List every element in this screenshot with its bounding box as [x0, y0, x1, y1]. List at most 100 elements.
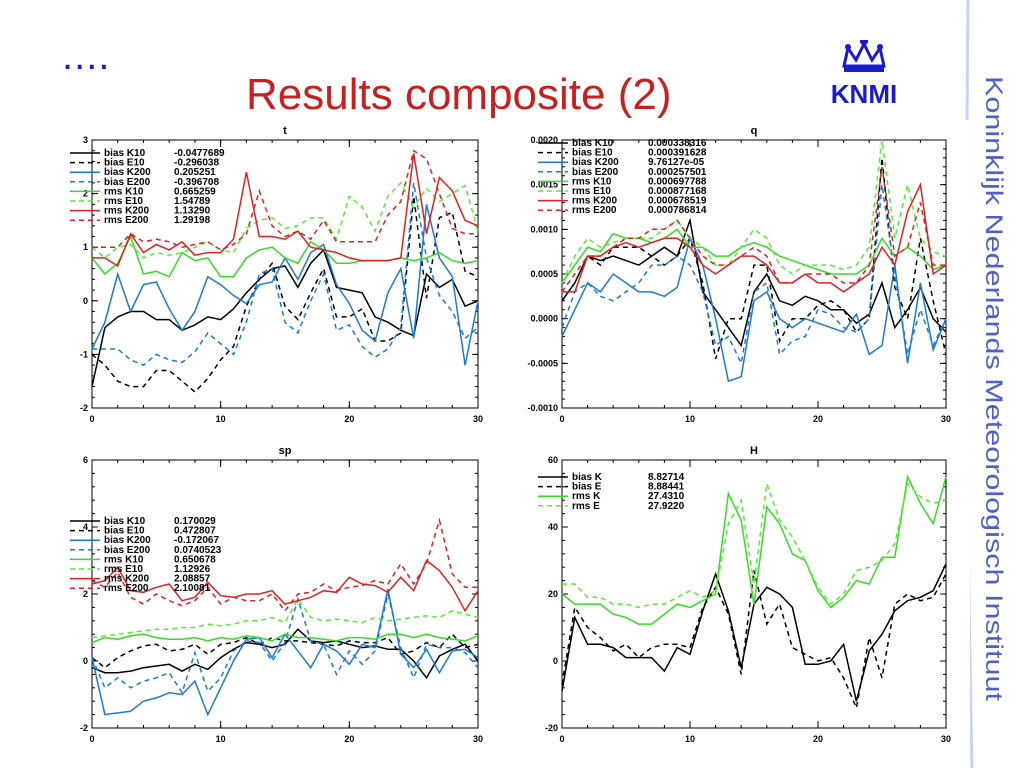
series-line — [561, 563, 947, 702]
legend-label: bias E — [572, 482, 602, 493]
chart-h: H -20 0 20 40 60 0 10 20 30 bias K 8.82714 bias E 8.8… — [512, 440, 962, 752]
legend-label: rms K200 — [104, 574, 149, 585]
legend-value: 0.665259 — [174, 186, 216, 197]
x-tick-label: 10 — [685, 734, 695, 744]
legend-value: 8.82714 — [648, 472, 685, 483]
x-tick-label: 30 — [473, 734, 483, 744]
series-line — [91, 633, 479, 669]
y-tick-label: 3 — [83, 135, 88, 145]
y-tick-label: -20 — [545, 723, 558, 733]
series-line — [561, 139, 947, 284]
legend-label: rms E200 — [104, 583, 149, 594]
sidebar-decoration — [962, 0, 974, 768]
y-tick-label: 6 — [83, 455, 88, 465]
series-line — [561, 236, 947, 383]
x-tick-label: 0 — [559, 734, 564, 744]
series-line — [562, 182, 947, 293]
y-tick-label: 1 — [83, 242, 88, 252]
legend-label: bias E200 — [572, 167, 619, 178]
x-tick-label: 0 — [89, 734, 94, 744]
series-line — [91, 234, 479, 278]
x-tick-label: 20 — [344, 734, 354, 744]
legend-label: bias E10 — [104, 158, 145, 169]
legend-value: 0.000257501 — [648, 167, 707, 178]
legend-value: 0.000678519 — [648, 196, 707, 207]
x-tick-label: 10 — [216, 414, 226, 424]
legend-label: rms E200 — [572, 205, 617, 216]
legend-label: bias K200 — [572, 157, 619, 168]
legend-value: -0.296038 — [174, 158, 219, 169]
knmi-logo: KNMI — [831, 40, 897, 106]
series-line — [91, 559, 479, 613]
legend-value: 1.13290 — [174, 206, 211, 217]
series-line — [92, 149, 478, 251]
y-tick-label: 0 — [83, 656, 88, 666]
series-line — [561, 184, 947, 366]
page-title: Results composite (2) — [246, 70, 672, 119]
series-line — [561, 474, 947, 625]
legend-label: bias E200 — [104, 545, 151, 556]
plot-frame — [561, 139, 947, 409]
plot-frame — [91, 459, 479, 729]
x-tick-label: 0 — [89, 414, 94, 424]
x-tick-label: 20 — [344, 414, 354, 424]
plot-frame — [561, 459, 947, 729]
series-line — [91, 597, 479, 639]
legend-value: 0.170029 — [174, 516, 216, 527]
series-line — [561, 217, 947, 348]
legend-value: 27.9220 — [648, 501, 685, 512]
legend-value: 0.000338316 — [648, 138, 707, 149]
legend-label: bias E200 — [104, 177, 151, 188]
logo-text: KNMI — [831, 79, 897, 106]
series-line — [91, 633, 479, 644]
legend-label: rms K10 — [104, 554, 144, 565]
legend-label: rms K10 — [104, 186, 144, 197]
series-line — [561, 570, 947, 711]
legend-label: bias E10 — [572, 148, 613, 159]
y-tick-label: 20 — [548, 589, 558, 599]
y-tick-label: 0 — [83, 296, 88, 306]
legend-value: 0.0740523 — [174, 545, 222, 556]
x-tick-label: 20 — [813, 414, 823, 424]
decorative-dots: .... — [62, 34, 111, 78]
series-line — [562, 481, 947, 609]
y-tick-label: -2 — [80, 723, 88, 733]
legend-label: rms E10 — [104, 564, 143, 575]
series-line — [91, 628, 479, 680]
chart-title: q — [751, 125, 758, 137]
legend-label: rms E10 — [572, 186, 611, 197]
series-line — [91, 517, 478, 613]
legend-label: bias K10 — [572, 138, 614, 149]
y-tick-label: 40 — [548, 522, 558, 532]
series-line — [91, 196, 479, 393]
legend-value: 0.000877168 — [648, 186, 707, 197]
y-tick-label: -1 — [80, 349, 88, 359]
series-line — [91, 181, 479, 259]
legend-value: 0.650678 — [174, 554, 216, 565]
chart-title: t — [283, 125, 287, 137]
x-tick-label: 30 — [941, 414, 951, 424]
legend-label: bias K200 — [104, 535, 151, 546]
x-tick-label: 30 — [473, 414, 483, 424]
legend-label: rms K — [572, 491, 601, 502]
x-tick-label: 30 — [941, 734, 951, 744]
y-tick-label: -0.0005 — [527, 358, 558, 368]
institute-name: Koninklijk Nederlands Meteorologisch Ins… — [980, 76, 1007, 701]
y-tick-label: 60 — [548, 455, 558, 465]
legend-label: bias E10 — [104, 526, 145, 537]
legend-value: 0.000697788 — [648, 176, 707, 187]
legend-label: rms E10 — [104, 196, 143, 207]
y-tick-label: 0.0010 — [530, 224, 558, 234]
legend-label: rms K10 — [572, 176, 612, 187]
y-tick-label: -0.0010 — [527, 403, 558, 413]
series-line — [561, 157, 947, 360]
y-tick-label: 0 — [553, 656, 558, 666]
legend-value: 1.12926 — [174, 564, 211, 575]
legend-value: 1.54789 — [174, 196, 211, 207]
legend-label: rms K200 — [104, 206, 149, 217]
legend-label: bias K10 — [104, 148, 146, 159]
legend-value: 1.29198 — [174, 215, 211, 226]
y-tick-label: -2 — [80, 403, 88, 413]
legend-value: 9.76127e-05 — [648, 157, 705, 168]
chart-title: sp — [279, 445, 292, 457]
